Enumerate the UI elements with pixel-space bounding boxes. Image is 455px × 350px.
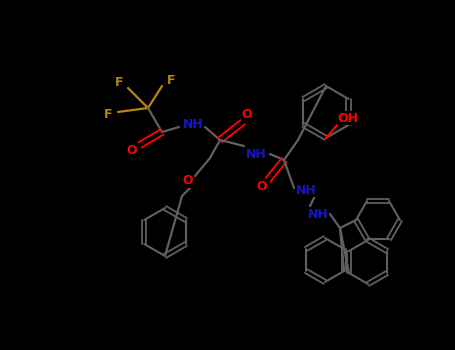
Text: O: O xyxy=(242,107,253,120)
Text: NH: NH xyxy=(246,147,266,161)
Text: O: O xyxy=(183,175,193,188)
Text: NH: NH xyxy=(296,183,316,196)
Text: F: F xyxy=(167,75,175,88)
Text: F: F xyxy=(104,108,112,121)
Text: O: O xyxy=(257,181,268,194)
Text: NH: NH xyxy=(308,208,329,220)
Text: OH: OH xyxy=(338,112,359,125)
Text: F: F xyxy=(115,77,123,90)
Text: O: O xyxy=(126,144,137,156)
Text: NH: NH xyxy=(182,119,203,132)
